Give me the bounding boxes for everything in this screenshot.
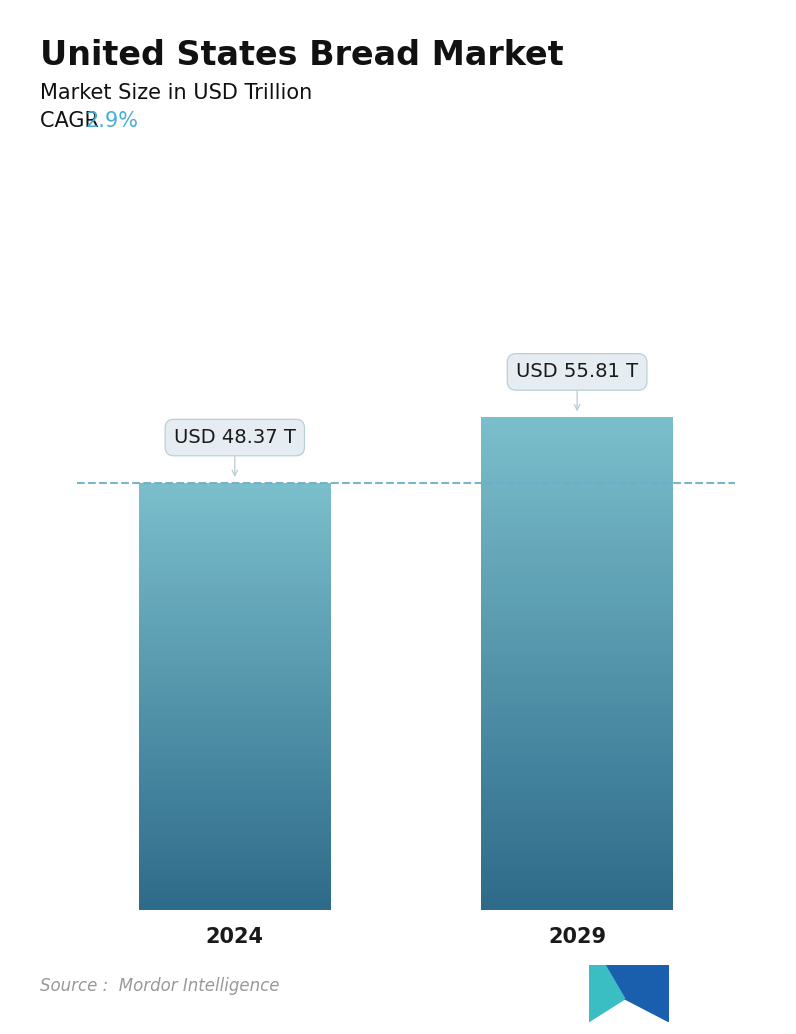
Text: Source :  Mordor Intelligence: Source : Mordor Intelligence (40, 977, 279, 995)
Text: USD 55.81 T: USD 55.81 T (516, 363, 638, 382)
Polygon shape (589, 965, 625, 1022)
Text: United States Bread Market: United States Bread Market (40, 39, 564, 72)
Polygon shape (605, 965, 669, 1022)
Text: CAGR: CAGR (40, 111, 105, 130)
Text: USD 48.37 T: USD 48.37 T (174, 428, 296, 447)
Polygon shape (589, 965, 625, 999)
Text: 2.9%: 2.9% (86, 111, 139, 130)
Text: Market Size in USD Trillion: Market Size in USD Trillion (40, 83, 312, 102)
